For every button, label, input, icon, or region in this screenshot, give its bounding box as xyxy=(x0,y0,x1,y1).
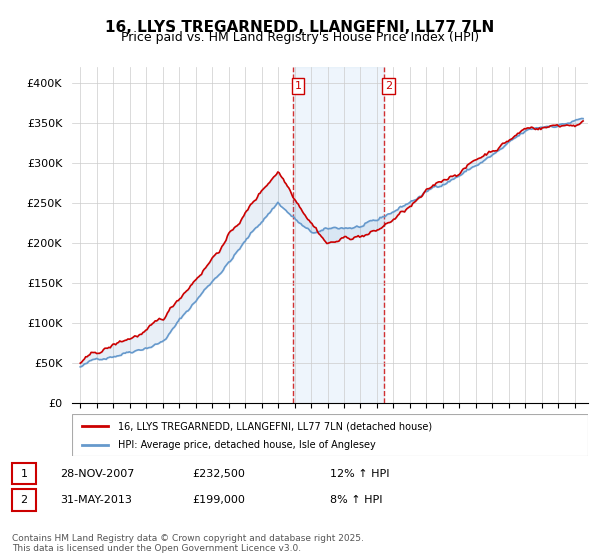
Text: 16, LLYS TREGARNEDD, LLANGEFNI, LL77 7LN (detached house): 16, LLYS TREGARNEDD, LLANGEFNI, LL77 7LN… xyxy=(118,421,433,431)
Text: 1: 1 xyxy=(20,469,28,479)
Text: £232,500: £232,500 xyxy=(192,469,245,479)
Text: 2: 2 xyxy=(20,495,28,505)
Text: 8% ↑ HPI: 8% ↑ HPI xyxy=(330,495,383,505)
Text: 2: 2 xyxy=(385,81,392,91)
Text: 28-NOV-2007: 28-NOV-2007 xyxy=(60,469,134,479)
Text: 12% ↑ HPI: 12% ↑ HPI xyxy=(330,469,389,479)
Bar xyxy=(12,489,36,511)
Bar xyxy=(12,463,36,484)
Text: 31-MAY-2013: 31-MAY-2013 xyxy=(60,495,132,505)
Text: 16, LLYS TREGARNEDD, LLANGEFNI, LL77 7LN: 16, LLYS TREGARNEDD, LLANGEFNI, LL77 7LN xyxy=(106,20,494,35)
Text: HPI: Average price, detached house, Isle of Anglesey: HPI: Average price, detached house, Isle… xyxy=(118,440,376,450)
Text: Contains HM Land Registry data © Crown copyright and database right 2025.
This d: Contains HM Land Registry data © Crown c… xyxy=(12,534,364,553)
Bar xyxy=(293,67,383,403)
Text: 1: 1 xyxy=(295,81,302,91)
FancyBboxPatch shape xyxy=(72,414,588,456)
Text: £199,000: £199,000 xyxy=(192,495,245,505)
Text: Price paid vs. HM Land Registry's House Price Index (HPI): Price paid vs. HM Land Registry's House … xyxy=(121,31,479,44)
